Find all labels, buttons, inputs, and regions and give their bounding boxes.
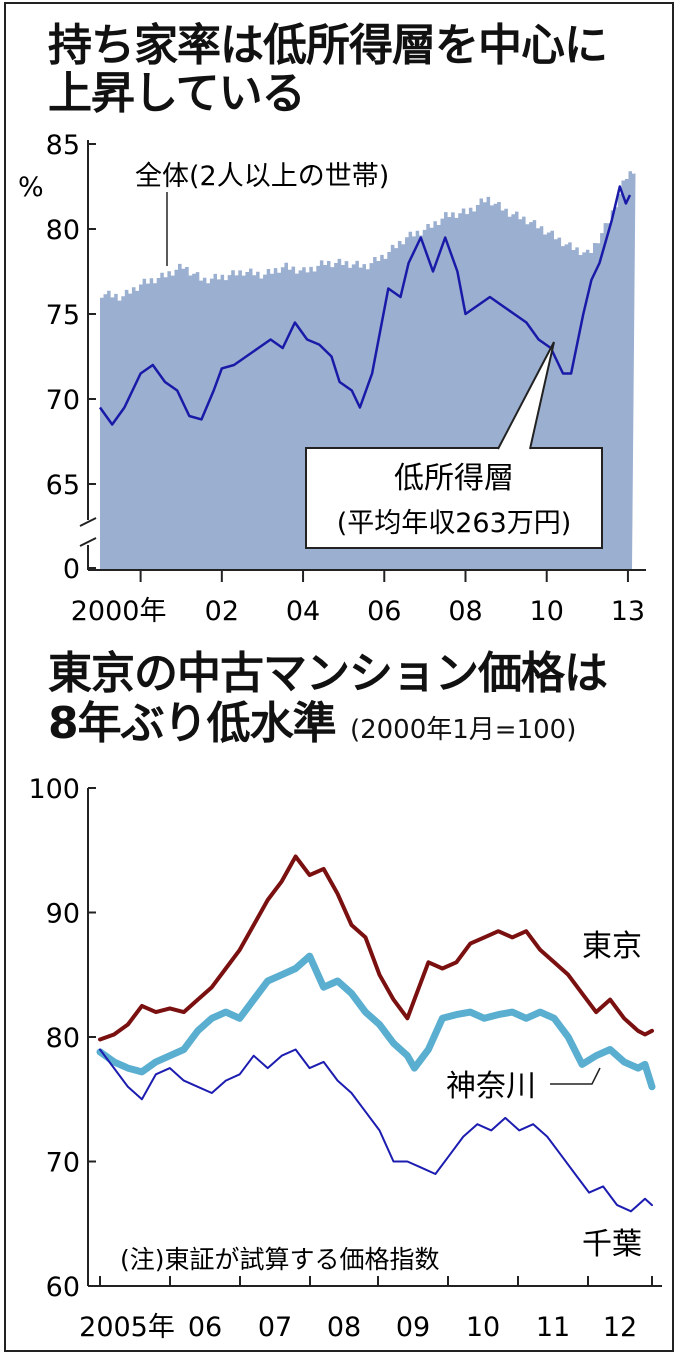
y-tick-label: 80 bbox=[46, 215, 80, 246]
x-tick-label: 08 bbox=[448, 596, 482, 627]
x-tick-label: 04 bbox=[286, 596, 320, 627]
x-tick-label: 2005年 bbox=[79, 1312, 175, 1343]
y-tick-label: 70 bbox=[46, 385, 80, 416]
x-tick-label: 06 bbox=[188, 1312, 222, 1343]
x-tick-label: 13 bbox=[611, 596, 645, 627]
y-tick-label: 90 bbox=[46, 899, 80, 930]
axis-break-mark-2 bbox=[79, 537, 97, 547]
chart2-title-line2-text: 8年ぶり低水準 bbox=[48, 698, 337, 749]
x-tick-label: 12 bbox=[603, 1312, 637, 1343]
chart2-title-line1: 東京の中古マンション価格は bbox=[48, 648, 608, 699]
series-label-overall: 全体(2人以上の世帯) bbox=[135, 161, 389, 192]
chart1-svg: 85 80 75 70 65 0% 2000年 02 04 06 08 10 13 全体(2人以上の世帯)… bbox=[18, 130, 646, 627]
series-line-low-income bbox=[98, 185, 632, 426]
low-income-callout-box bbox=[305, 447, 603, 549]
chart-note: (注)東証が試算する価格指数 bbox=[120, 1245, 440, 1274]
series-label-kanagawa: 神奈川 bbox=[446, 1069, 536, 1104]
x-tick-label: 07 bbox=[258, 1312, 292, 1343]
series-label-low-income: 低所得層 bbox=[394, 461, 514, 496]
y-tick-label: 0 bbox=[63, 554, 80, 585]
series-line-千葉 bbox=[99, 1048, 653, 1213]
chart1-title-line2: 上昇している bbox=[48, 68, 306, 119]
y-tick-label: 75 bbox=[46, 300, 80, 331]
y-tick-label: 60 bbox=[46, 1272, 80, 1303]
series-line-神奈川 bbox=[96, 952, 656, 1091]
y-axis-unit-label: % bbox=[18, 172, 44, 203]
kanagawa-label-pointer bbox=[550, 1067, 601, 1085]
series-line-東京 bbox=[98, 854, 654, 1042]
low-income-callout-pointer bbox=[497, 341, 555, 450]
x-tick-label: 08 bbox=[327, 1312, 361, 1343]
y-tick-label: 65 bbox=[46, 470, 80, 501]
chart2-title-line2: 8年ぶり低水準 (2000年1月=100) bbox=[48, 698, 576, 756]
axis-break-mark-1 bbox=[79, 517, 97, 527]
x-tick-label: 11 bbox=[536, 1312, 570, 1343]
series-label-chiba: 千葉 bbox=[582, 1227, 642, 1262]
series-label-low-income-sub: (平均年収263万円) bbox=[337, 508, 572, 539]
x-tick-label: 10 bbox=[530, 596, 564, 627]
x-tick-label: 02 bbox=[205, 596, 239, 627]
x-tick-label: 06 bbox=[367, 596, 401, 627]
x-tick-label: 10 bbox=[466, 1312, 500, 1343]
chart2-subtitle: (2000年1月=100) bbox=[349, 715, 577, 745]
y-tick-label: 70 bbox=[46, 1148, 80, 1179]
figure-frame bbox=[4, 2, 674, 1352]
x-tick-label: 2000年 bbox=[71, 596, 167, 627]
series-label-tokyo: 東京 bbox=[582, 929, 642, 964]
y-tick-label: 100 bbox=[28, 774, 80, 805]
chart1-title-line1: 持ち家率は低所得層を中心に bbox=[48, 20, 608, 71]
y-tick-label: 85 bbox=[46, 130, 80, 161]
x-tick-label: 09 bbox=[396, 1312, 430, 1343]
y-tick-label: 80 bbox=[46, 1023, 80, 1054]
